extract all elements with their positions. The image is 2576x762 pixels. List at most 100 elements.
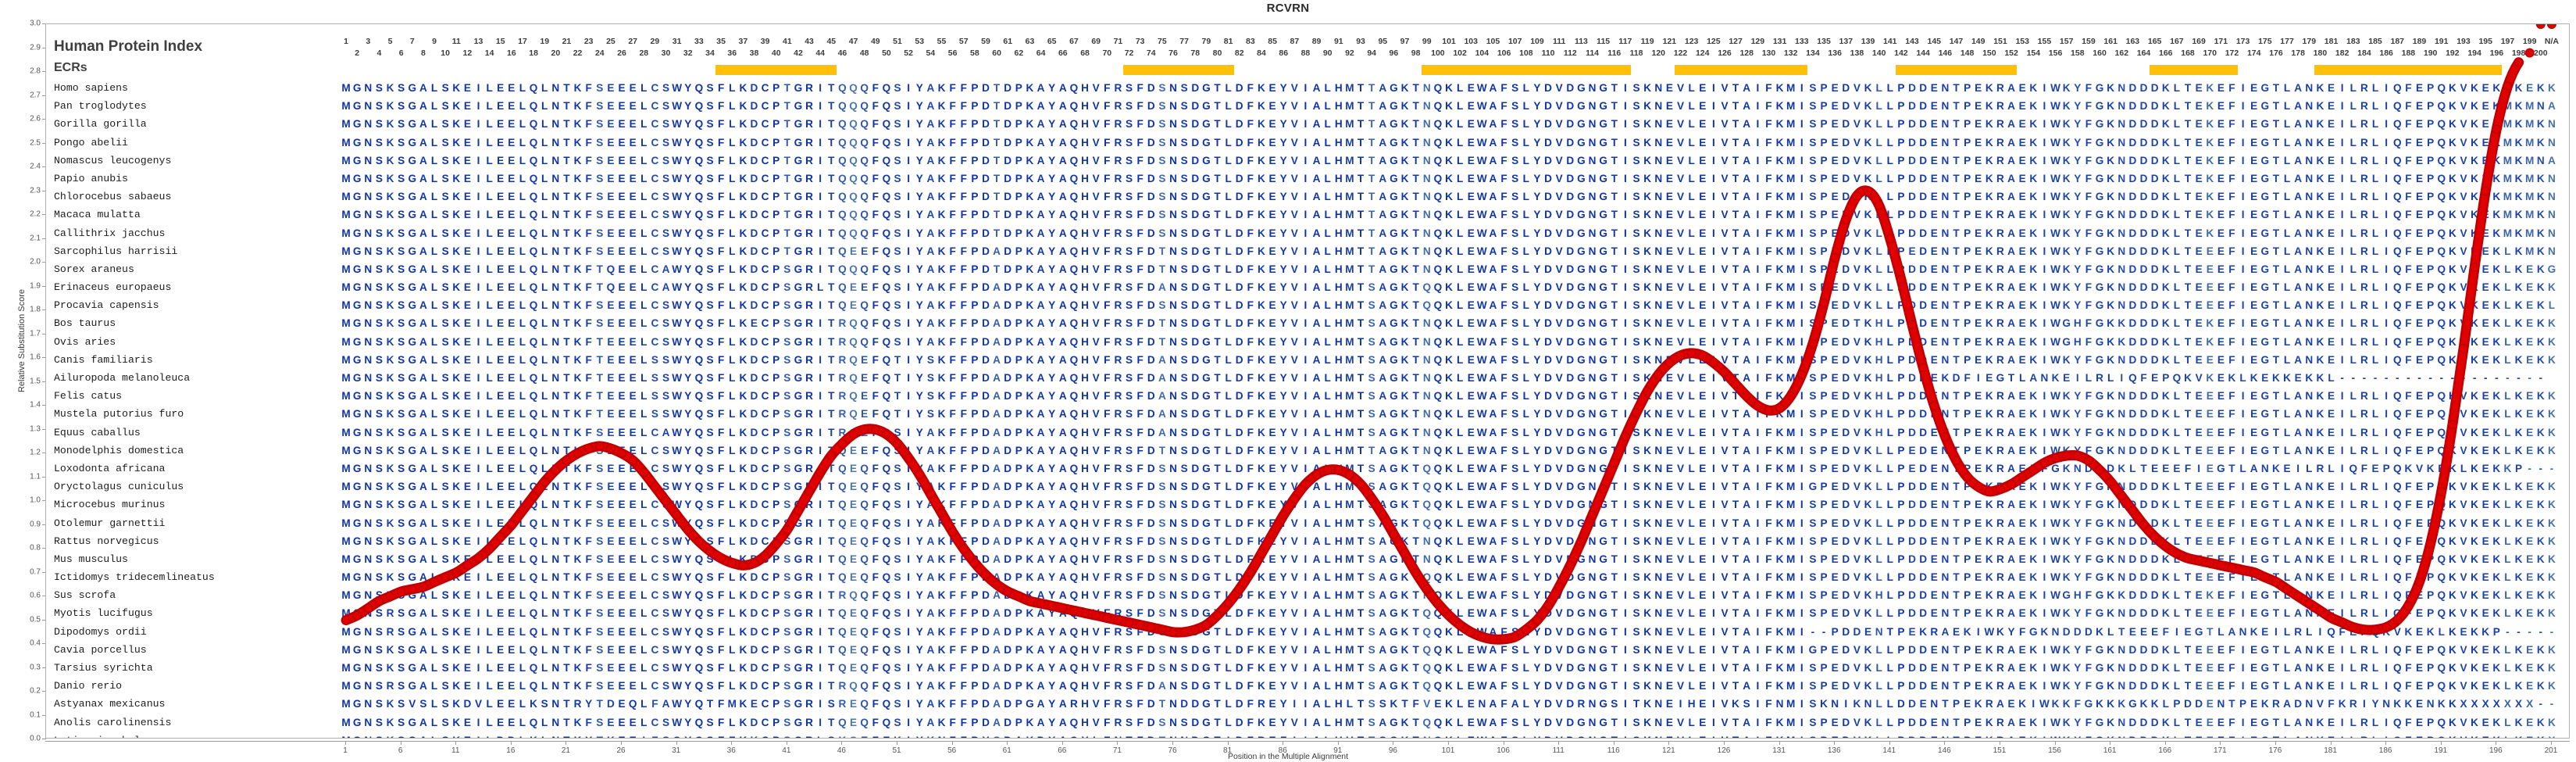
residue: F <box>715 442 726 460</box>
residue: G <box>407 424 418 442</box>
residue: E <box>462 134 473 152</box>
residue: D <box>980 242 991 260</box>
residue: A <box>1741 369 1752 387</box>
residue: L <box>726 188 737 206</box>
residue: K <box>451 260 462 278</box>
residue: E <box>616 495 627 513</box>
residue: N <box>1653 387 1664 405</box>
residue: S <box>1366 405 1377 423</box>
residue: A <box>418 97 429 115</box>
residue: V <box>1090 170 1101 188</box>
residue: I <box>2238 387 2249 405</box>
residue: T <box>2006 369 2017 387</box>
residue: L <box>517 296 528 314</box>
residue: T <box>991 206 1002 224</box>
residue: I <box>2381 188 2392 206</box>
residue: K <box>2314 260 2325 278</box>
residue: P <box>1896 442 1907 460</box>
residue: T <box>1950 460 1961 478</box>
residue: L <box>1223 442 1234 460</box>
residue: T <box>1411 224 1422 242</box>
residue: T <box>2182 188 2193 206</box>
residue: G <box>793 260 804 278</box>
residue: L <box>726 224 737 242</box>
residue: D <box>2127 314 2138 332</box>
residue: D <box>1907 134 1918 152</box>
residue: T <box>782 188 793 206</box>
residue: D <box>1918 460 1928 478</box>
residue: S <box>1807 188 1818 206</box>
residue: Q <box>1069 152 1079 170</box>
residue: E <box>2215 478 2226 495</box>
residue: A <box>1058 97 1069 115</box>
residue: E <box>2480 387 2491 405</box>
residue: E <box>1829 224 1840 242</box>
residue: Y <box>1047 206 1058 224</box>
residue: R <box>1112 405 1123 423</box>
residue: E <box>627 387 638 405</box>
residue: Q <box>2392 296 2403 314</box>
residue: F <box>2403 387 2414 405</box>
residue: W <box>2050 242 2061 260</box>
residue: T <box>2182 478 2193 495</box>
residue: E <box>2249 442 2260 460</box>
residue: T <box>1355 260 1366 278</box>
residue: K <box>2050 369 2061 387</box>
residue: D <box>1565 351 1575 369</box>
residue: N <box>2303 351 2314 369</box>
residue: A <box>1487 242 1498 260</box>
residue: A <box>1036 115 1047 133</box>
residue: Q <box>2436 79 2447 97</box>
residue: K <box>384 134 395 152</box>
residue: L <box>517 170 528 188</box>
residue: K <box>2491 260 2502 278</box>
residue: K <box>1775 79 1786 97</box>
residue: K <box>2160 115 2171 133</box>
residue: T <box>782 152 793 170</box>
residue: V <box>1851 387 1862 405</box>
residue: I <box>1620 278 1631 296</box>
column-number: 108 <box>1519 48 1533 58</box>
residue: K <box>2447 387 2458 405</box>
residue: E <box>2325 152 2336 170</box>
residue: I <box>903 478 914 495</box>
residue: N <box>550 460 561 478</box>
residue: E <box>1465 478 1476 495</box>
residue: K <box>1775 424 1786 442</box>
residue: F <box>1101 206 1112 224</box>
residue: E <box>627 242 638 260</box>
residue: N <box>1653 152 1664 170</box>
residue: T <box>1730 115 1741 133</box>
residue: E <box>1465 351 1476 369</box>
residue: K <box>384 442 395 460</box>
residue: N <box>1653 242 1664 260</box>
residue: E <box>1267 224 1278 242</box>
residue: D <box>1918 296 1928 314</box>
residue: F <box>1135 188 1146 206</box>
residue: H <box>1333 170 1344 188</box>
residue: K <box>1775 278 1786 296</box>
residue: F <box>1763 260 1774 278</box>
residue: S <box>1807 97 1818 115</box>
residue: G <box>1575 314 1586 332</box>
residue: K <box>2514 333 2524 351</box>
residue: N <box>1939 134 1950 152</box>
residue: M <box>341 405 351 423</box>
residue: K <box>737 79 748 97</box>
residue: E <box>1267 188 1278 206</box>
residue: F <box>1101 152 1112 170</box>
residue: S <box>1631 369 1642 387</box>
residue: K <box>737 260 748 278</box>
residue: K <box>2447 314 2458 332</box>
residue: K <box>2204 134 2215 152</box>
residue: T <box>561 460 572 478</box>
residue: K <box>2160 224 2171 242</box>
residue: I <box>903 405 914 423</box>
residue: T <box>1411 170 1422 188</box>
residue: E <box>1267 152 1278 170</box>
residue: P <box>969 224 980 242</box>
residue: D <box>748 478 759 495</box>
residue: E <box>1465 115 1476 133</box>
residue: L <box>1874 170 1885 188</box>
residue: A <box>2292 314 2303 332</box>
